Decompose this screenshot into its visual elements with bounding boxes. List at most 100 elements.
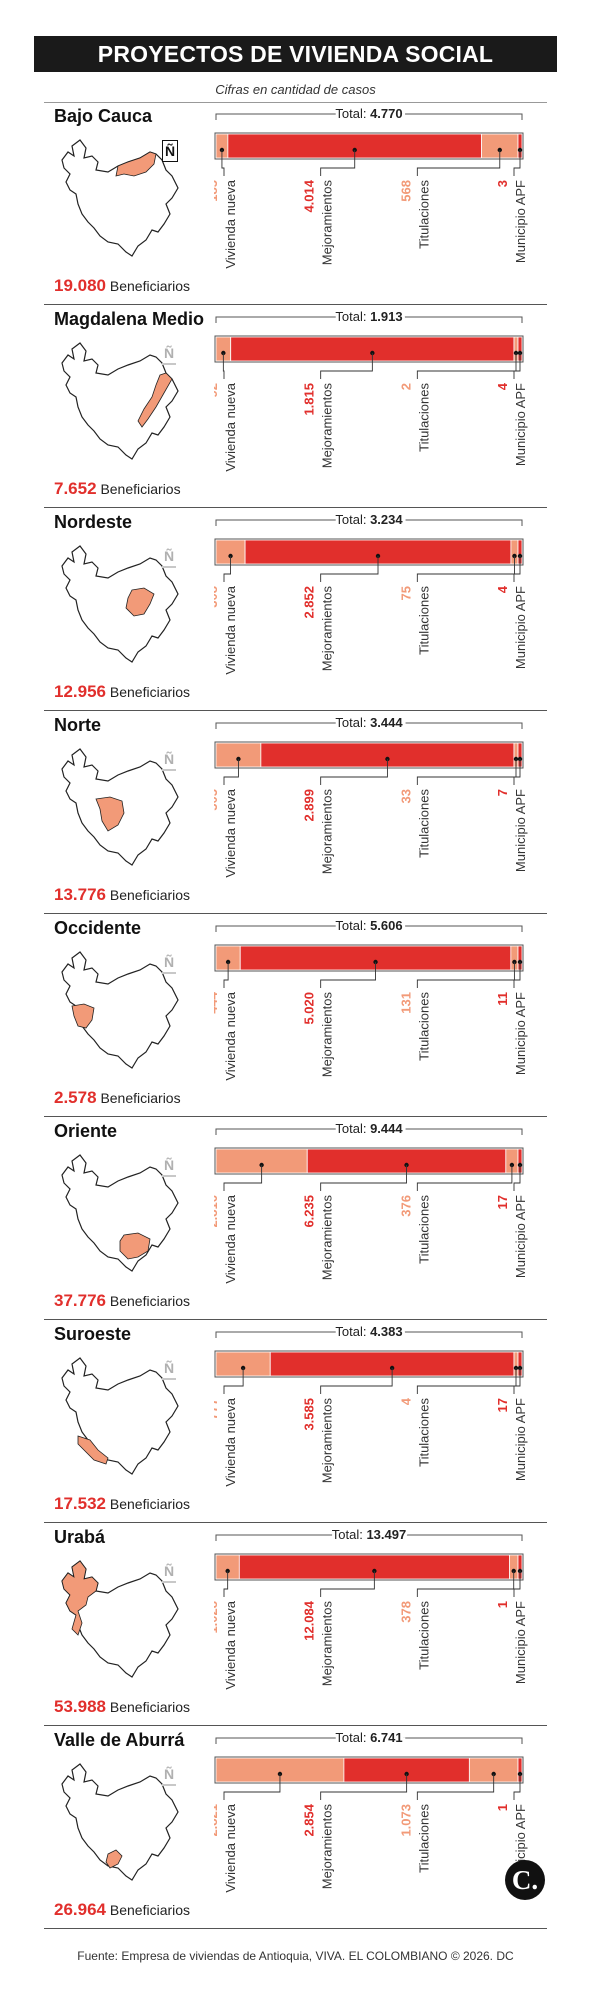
leader-line — [320, 1774, 408, 1800]
stacked-bar-chart: Total: 4.383 777 Vivienda nueva 3.585 Mejora… — [214, 1321, 528, 1487]
leader-line — [223, 556, 231, 582]
region-divider — [44, 1725, 547, 1726]
leader-line — [416, 353, 517, 379]
category-label: Vivienda nueva — [223, 991, 238, 1080]
category-label: Titulaciones — [416, 1804, 431, 1873]
total-value: 3.234 — [370, 512, 403, 527]
north-arrow-icon: Ñ — [162, 343, 176, 365]
antioquia-outline — [61, 1357, 179, 1475]
leader-line — [513, 556, 521, 582]
value-label: 2.852 — [302, 586, 317, 619]
region-divider — [44, 1928, 547, 1929]
category-label: Titulaciones — [416, 992, 431, 1061]
category-label: Titulaciones — [416, 180, 431, 249]
value-label: 444 — [214, 991, 220, 1013]
beneficiaries-suffix: Beneficiarios — [109, 1699, 191, 1715]
category-label: Mejoramientos — [320, 180, 335, 266]
value-label: 92 — [214, 383, 220, 397]
beneficiaries-value: 7.652 — [54, 479, 97, 498]
region-name: Oriente — [54, 1121, 118, 1141]
category-label: Titulaciones — [416, 1195, 431, 1264]
stacked-bar-chart: Total: 6.741 2.821 Vivienda nueva 2.854 Mejo… — [214, 1727, 528, 1893]
value-label: 4 — [495, 382, 510, 390]
north-arrow-icon: Ñ — [162, 952, 176, 974]
value-label: 2 — [398, 383, 413, 390]
value-label: 7 — [495, 789, 510, 796]
total-prefix: Total: — [335, 106, 370, 121]
highlighted-subregion — [125, 587, 155, 617]
category-label: Mejoramientos — [320, 1804, 335, 1890]
beneficiaries-label: 2.578 Beneficiarios — [54, 1088, 181, 1108]
region-name: Urabá — [54, 1527, 106, 1547]
value-label: 568 — [398, 180, 413, 202]
total-bracket — [215, 1331, 523, 1338]
highlighted-subregion — [137, 372, 173, 428]
bar-frame — [214, 1350, 524, 1378]
bar-frame — [214, 1147, 524, 1175]
north-arrow-icon: Ñ — [162, 546, 176, 568]
category-label: Mejoramientos — [320, 1601, 335, 1687]
category-label: Titulaciones — [416, 1601, 431, 1670]
stacked-bar-chart: Total: 9.444 2.816 Vivienda nueva 6.235 Mejo… — [214, 1118, 528, 1284]
leader-line — [416, 150, 501, 176]
beneficiaries-value: 17.532 — [54, 1494, 106, 1513]
north-arrow-icon: Ñ — [162, 1358, 176, 1380]
leader-line — [513, 150, 521, 176]
category-label: Mejoramientos — [320, 992, 335, 1078]
total-prefix: Total: — [335, 1324, 370, 1339]
antioquia-outline — [61, 342, 179, 460]
total-bracket — [215, 113, 523, 120]
value-label: 2.899 — [302, 789, 317, 822]
total-prefix: Total: — [335, 918, 370, 933]
north-arrow-icon: Ñ — [162, 1561, 176, 1583]
beneficiaries-suffix: Beneficiarios — [109, 684, 191, 700]
region-divider — [44, 1319, 547, 1320]
total-value: 3.444 — [370, 715, 403, 730]
region-panel: Valle de Aburrá Ñ 26.964 Beneficiarios Tota… — [34, 1726, 557, 1929]
category-label: Municipio APF — [513, 1398, 528, 1481]
north-arrow-icon: Ñ — [162, 749, 176, 771]
leader-line — [320, 1368, 393, 1394]
value-label: 131 — [398, 992, 413, 1014]
region-name: Magdalena Medio — [54, 309, 205, 329]
value-label: 2.816 — [214, 1195, 220, 1228]
value-label: 12.084 — [302, 1600, 317, 1641]
category-label: Mejoramientos — [320, 586, 335, 672]
value-label: 777 — [214, 1398, 220, 1420]
region-divider — [44, 1522, 547, 1523]
leader-line — [513, 353, 521, 379]
region-map — [61, 1154, 179, 1272]
region-map — [61, 1357, 179, 1475]
total-label: Total: 3.444 — [335, 715, 403, 730]
category-label: Vivienda nueva — [223, 788, 238, 877]
beneficiaries-label: 37.776 Beneficiarios — [54, 1291, 190, 1311]
leader-line — [416, 556, 515, 582]
bar-frame — [214, 335, 524, 363]
category-label: Municipio APF — [513, 1601, 528, 1684]
value-label: 1.815 — [302, 383, 317, 416]
infographic: PROYECTOS DE VIVIENDA SOCIAL ANTIOQUIA C… — [34, 36, 557, 1963]
leader-line — [416, 1571, 515, 1597]
beneficiaries-value: 26.964 — [54, 1900, 106, 1919]
category-label: Titulaciones — [416, 789, 431, 858]
category-label: Mejoramientos — [320, 383, 335, 469]
highlighted-subregion — [115, 151, 157, 177]
value-label: 4.014 — [302, 179, 317, 212]
total-bracket — [215, 1737, 523, 1744]
total-prefix: Total: — [335, 1121, 370, 1136]
total-bracket — [215, 925, 523, 932]
bar-frame — [214, 1756, 524, 1784]
category-label: Mejoramientos — [320, 789, 335, 875]
total-prefix: Total: — [335, 512, 370, 527]
leader-line — [416, 1774, 495, 1800]
region-name: Nordeste — [54, 512, 133, 532]
category-label: Vivienda nueva — [223, 1803, 238, 1892]
north-arrow-icon: Ñ — [162, 1155, 176, 1177]
total-bracket — [215, 1534, 523, 1541]
category-label: Titulaciones — [416, 586, 431, 655]
value-label: 2.821 — [214, 1804, 220, 1837]
beneficiaries-label: 53.988 Beneficiarios — [54, 1697, 190, 1717]
value-label: 17 — [495, 1195, 510, 1209]
value-label: 308 — [214, 586, 220, 608]
value-label: 6.235 — [302, 1195, 317, 1228]
